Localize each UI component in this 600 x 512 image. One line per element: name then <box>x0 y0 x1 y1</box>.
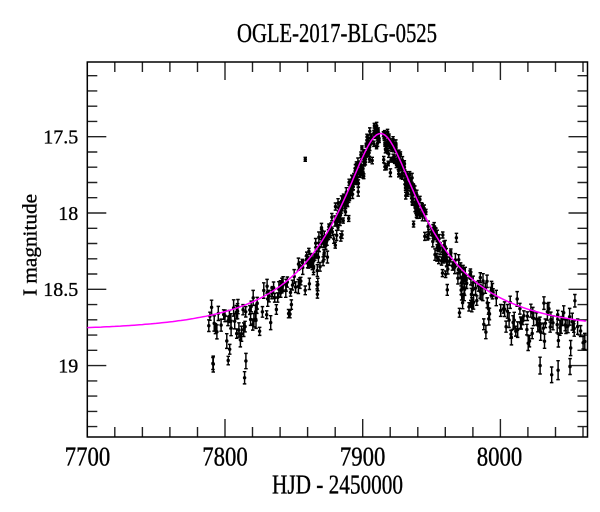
svg-text:19: 19 <box>58 356 78 378</box>
svg-text:18.5: 18.5 <box>43 279 78 301</box>
svg-text:7800: 7800 <box>202 442 248 472</box>
svg-text:18: 18 <box>58 203 78 225</box>
svg-text:I magnitude: I magnitude <box>19 194 41 296</box>
svg-text:8000: 8000 <box>477 442 523 472</box>
svg-text:OGLE-2017-BLG-0525: OGLE-2017-BLG-0525 <box>237 18 437 48</box>
svg-text:17.5: 17.5 <box>43 127 78 149</box>
svg-text:7700: 7700 <box>65 442 111 472</box>
svg-text:HJD - 2450000: HJD - 2450000 <box>272 469 403 499</box>
svg-text:7900: 7900 <box>340 442 386 472</box>
